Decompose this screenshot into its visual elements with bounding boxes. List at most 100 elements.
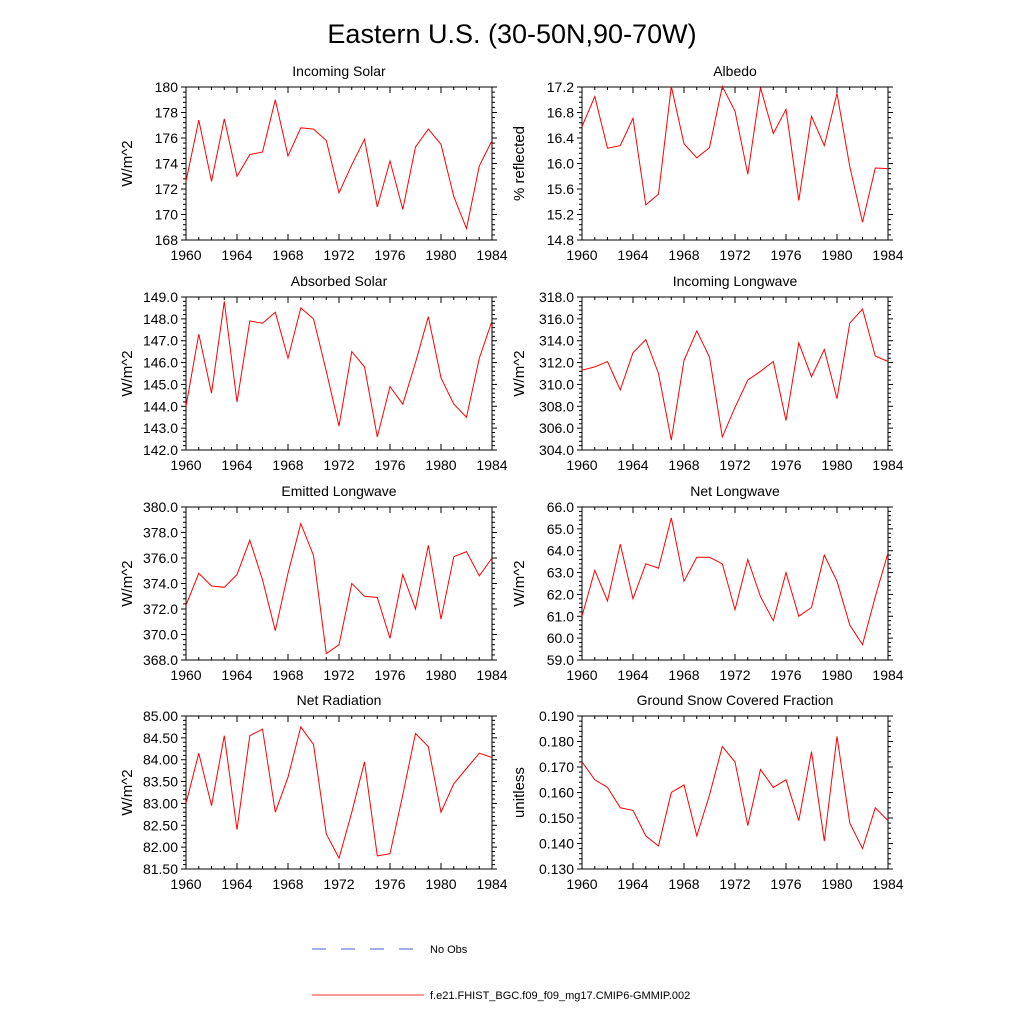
- x-tick-label: 1960: [566, 876, 597, 892]
- y-axis-label: W/m^2: [511, 560, 528, 606]
- y-axis-label: unitless: [511, 767, 528, 818]
- x-tick-label: 1960: [566, 667, 597, 683]
- x-tick-label: 1972: [719, 457, 750, 473]
- series-line: [185, 521, 493, 655]
- x-tick-label: 1968: [272, 876, 303, 892]
- x-tick-label: 1968: [668, 876, 699, 892]
- legend-model-label: f.e21.FHIST_BGC.f09_f09_mg17.CMIP6-GMMIP…: [430, 990, 690, 1002]
- y-tick-label: 0.140: [539, 836, 574, 852]
- y-tick-label: 66.0: [547, 499, 574, 515]
- panel-title: Ground Snow Covered Fraction: [637, 692, 834, 708]
- x-tick-label: 1972: [323, 667, 354, 683]
- series-line: [581, 84, 889, 223]
- y-axis-label: W/m^2: [119, 350, 136, 396]
- plot-frame: [581, 86, 889, 241]
- x-tick-label: 1976: [770, 876, 801, 892]
- y-tick-label: 174: [155, 156, 179, 172]
- series-line: [581, 517, 889, 646]
- x-tick-label: 1980: [425, 457, 456, 473]
- y-tick-label: 83.00: [143, 795, 178, 811]
- x-tick-label: 1964: [221, 667, 252, 683]
- y-tick-label: 0.190: [539, 708, 574, 724]
- y-tick-label: 0.130: [539, 861, 574, 877]
- x-tick-label: 1972: [719, 876, 750, 892]
- y-tick-label: 15.2: [547, 207, 574, 223]
- panel-title: Incoming Longwave: [673, 273, 798, 289]
- y-tick-label: 180: [155, 79, 179, 95]
- y-tick-label: 84.00: [143, 752, 178, 768]
- y-tick-label: 304.0: [539, 442, 574, 458]
- y-tick-label: 370.0: [143, 627, 178, 643]
- series-line: [185, 725, 493, 860]
- y-tick-label: 147.0: [143, 333, 178, 349]
- panel-grid: Incoming Solar 1960 1964 1968 1972 1976 1980 19…: [119, 63, 904, 892]
- y-tick-label: 17.2: [547, 79, 574, 95]
- y-tick-label: 62.0: [547, 586, 574, 602]
- x-tick-label: 1980: [821, 876, 852, 892]
- x-tick-label: 1960: [566, 247, 597, 263]
- y-tick-label: 144.0: [143, 398, 178, 414]
- x-tick-label: 1964: [221, 876, 252, 892]
- y-tick-label: 0.150: [539, 810, 574, 826]
- x-tick-label: 1960: [170, 876, 201, 892]
- y-tick-label: 83.50: [143, 774, 178, 790]
- y-tick-label: 146.0: [143, 355, 178, 371]
- x-tick-label: 1980: [425, 247, 456, 263]
- x-tick-label: 1960: [170, 247, 201, 263]
- y-axis-label: W/m^2: [119, 560, 136, 606]
- x-tick-label: 1972: [719, 247, 750, 263]
- y-tick-label: 143.0: [143, 420, 178, 436]
- y-tick-label: 0.170: [539, 759, 574, 775]
- x-tick-label: 1964: [617, 457, 648, 473]
- y-tick-label: 170: [155, 207, 179, 223]
- y-axis-label: W/m^2: [119, 769, 136, 815]
- y-tick-label: 310.0: [539, 376, 574, 392]
- x-tick-label: 1968: [668, 247, 699, 263]
- x-tick-label: 1964: [221, 247, 252, 263]
- y-tick-label: 84.50: [143, 730, 178, 746]
- y-tick-label: 306.0: [539, 420, 574, 436]
- y-tick-label: 85.00: [143, 708, 178, 724]
- x-tick-label: 1976: [770, 457, 801, 473]
- y-tick-label: 61.0: [547, 608, 574, 624]
- y-tick-label: 59.0: [547, 652, 574, 668]
- plot-frame: [581, 296, 889, 451]
- y-tick-label: 314.0: [539, 333, 574, 349]
- x-tick-label: 1976: [374, 876, 405, 892]
- y-tick-label: 308.0: [539, 398, 574, 414]
- y-tick-label: 16.8: [547, 105, 574, 121]
- panel-ground-snow-covered-fraction: Ground Snow Covered Fraction 1960 1964 1968…: [511, 692, 904, 892]
- y-axis-label: % reflected: [511, 126, 528, 201]
- x-tick-label: 1984: [476, 876, 507, 892]
- panel-net-radiation: Net Radiation 1960 1964 1968 1972 1976 1980 198…: [119, 692, 508, 892]
- y-tick-label: 172: [155, 181, 179, 197]
- y-tick-label: 14.8: [547, 232, 574, 248]
- y-tick-label: 318.0: [539, 289, 574, 305]
- plot-frame: [185, 296, 493, 451]
- legend-no-obs-label: No Obs: [430, 944, 468, 956]
- y-tick-label: 16.4: [547, 130, 574, 146]
- panel-emitted-longwave: Emitted Longwave 1960 1964 1968 1972 1976 1980…: [119, 483, 508, 683]
- x-tick-label: 1964: [617, 667, 648, 683]
- plot-frame: [581, 715, 889, 870]
- y-tick-label: 380.0: [143, 499, 178, 515]
- y-tick-label: 368.0: [143, 652, 178, 668]
- x-tick-label: 1980: [425, 667, 456, 683]
- y-tick-label: 81.50: [143, 861, 178, 877]
- y-tick-label: 372.0: [143, 601, 178, 617]
- plot-frame: [581, 506, 889, 661]
- y-axis-label: W/m^2: [119, 140, 136, 186]
- figure-title: Eastern U.S. (30-50N,90-70W): [327, 19, 696, 49]
- x-tick-label: 1976: [770, 247, 801, 263]
- y-axis-label: W/m^2: [511, 350, 528, 396]
- y-tick-label: 168: [155, 232, 179, 248]
- y-tick-label: 82.00: [143, 839, 178, 855]
- y-tick-label: 178: [155, 105, 179, 121]
- x-tick-label: 1960: [170, 667, 201, 683]
- x-tick-label: 1980: [425, 876, 456, 892]
- x-tick-label: 1964: [617, 247, 648, 263]
- series-line: [581, 307, 889, 441]
- y-tick-label: 376.0: [143, 550, 178, 566]
- x-tick-label: 1972: [719, 667, 750, 683]
- x-tick-label: 1972: [323, 457, 354, 473]
